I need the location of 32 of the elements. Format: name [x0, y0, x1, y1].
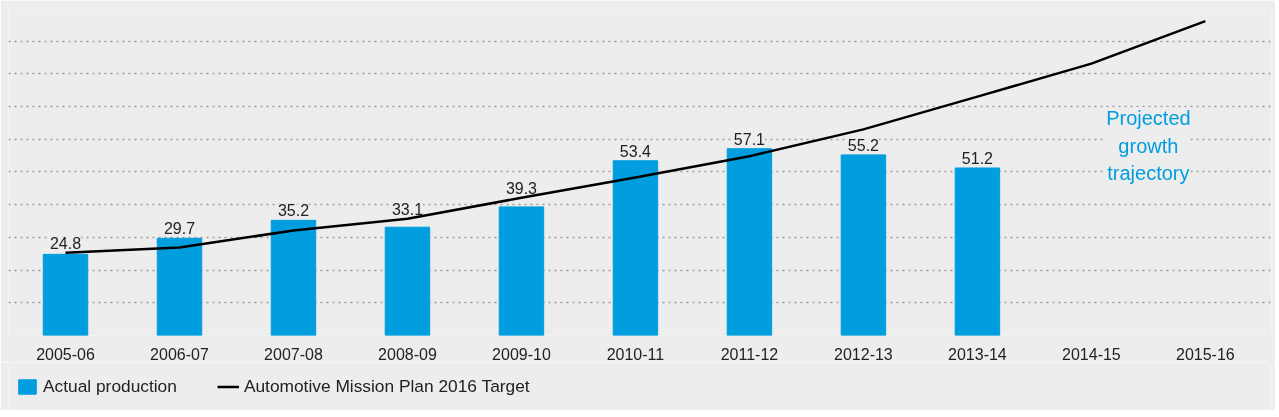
data-label: 39.3 [505, 179, 538, 197]
x-tick-label: 2010-11 [606, 345, 665, 363]
data-label: 24.8 [49, 234, 82, 252]
data-label: 55.2 [847, 136, 880, 154]
data-label: 53.4 [619, 142, 652, 160]
x-tick-label: 2012-13 [834, 345, 893, 363]
x-tick-label: 2014-15 [1062, 345, 1121, 363]
bar [612, 160, 659, 336]
x-tick-label: 2013-14 [948, 345, 1007, 363]
data-label: 57.1 [733, 130, 766, 148]
bar [954, 167, 1001, 336]
x-tick-label: 2005-06 [36, 345, 95, 363]
annotation: Projected growth trajectory [1106, 107, 1191, 185]
x-tick-label: 2008-09 [378, 345, 437, 363]
bar [42, 253, 89, 336]
x-tick-label: 2009-10 [492, 345, 551, 363]
bar [498, 206, 545, 336]
x-tick-label: 2015-16 [1176, 345, 1235, 363]
legend-label: Automotive Mission Plan 2016 Target [243, 375, 530, 397]
data-label: 29.7 [163, 220, 196, 238]
x-tick-label: 2006-07 [150, 345, 209, 363]
x-tick-label: 2007-08 [264, 345, 323, 363]
legend-label: Actual production [43, 375, 177, 397]
bar [156, 237, 203, 336]
x-tick-label: 2011-12 [720, 345, 779, 363]
bar [384, 226, 431, 336]
bar [270, 219, 317, 336]
data-label: 35.2 [277, 202, 310, 220]
bar [726, 148, 773, 336]
data-label: 33.1 [391, 200, 424, 218]
data-label: 51.2 [961, 149, 994, 167]
bar [840, 154, 887, 336]
